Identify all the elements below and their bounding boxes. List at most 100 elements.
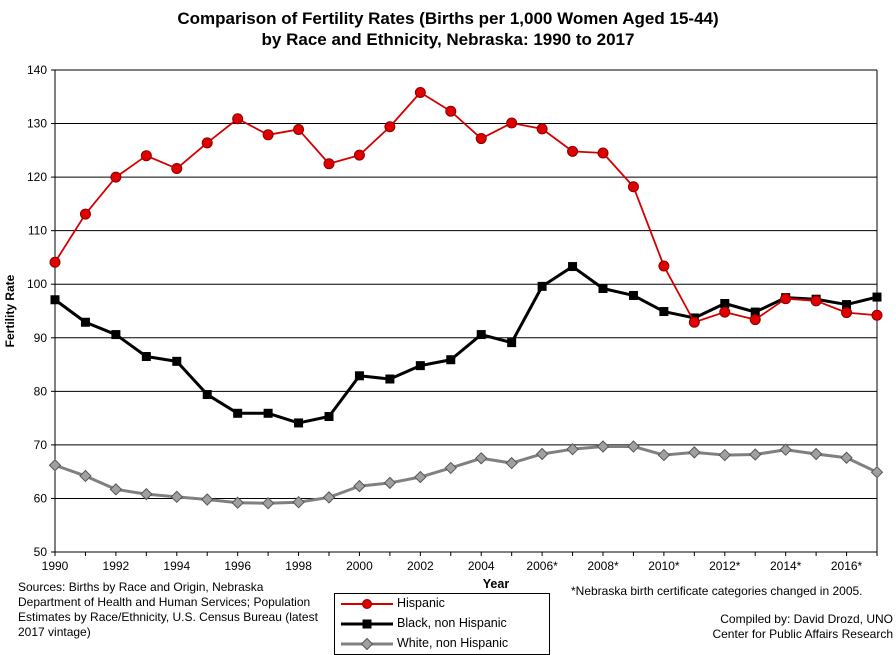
data-point-white-non-hispanic	[596, 440, 610, 453]
data-point-white-non-hispanic	[261, 497, 275, 510]
data-point-black-non-hispanic	[80, 317, 90, 327]
data-point-black-non-hispanic	[294, 418, 304, 428]
data-point-black-non-hispanic	[476, 330, 486, 340]
data-point-white-non-hispanic	[475, 452, 488, 465]
data-point-black-non-hispanic	[720, 299, 730, 309]
series-black-non-hispanic	[50, 262, 882, 428]
data-point-white-non-hispanic	[688, 446, 701, 459]
legend-item-black: Black, non Hispanic	[335, 615, 549, 633]
legend-label: Black, non Hispanic	[397, 616, 507, 630]
data-point-hispanic	[445, 105, 457, 117]
data-point-hispanic	[627, 181, 639, 193]
data-point-hispanic	[536, 123, 548, 135]
footnote: *Nebraska birth certificate categories c…	[571, 584, 863, 598]
y-tick-label: 80	[34, 384, 48, 398]
legend-black-swatch	[341, 619, 393, 629]
x-tick-label: 2010*	[648, 559, 680, 573]
data-point-hispanic	[749, 314, 761, 326]
data-point-black-non-hispanic	[598, 284, 608, 294]
y-tick-label: 140	[27, 63, 47, 77]
data-point-hispanic	[719, 306, 731, 318]
data-point-black-non-hispanic	[172, 356, 182, 366]
data-point-white-non-hispanic	[718, 448, 731, 462]
series-line-black-non-hispanic	[54, 265, 878, 425]
y-tick-label: 70	[34, 438, 48, 452]
data-point-white-non-hispanic	[231, 496, 244, 509]
data-point-hispanic	[871, 309, 883, 321]
data-point-black-non-hispanic	[385, 374, 395, 384]
series-line-hispanic	[54, 91, 878, 324]
data-point-white-non-hispanic	[809, 447, 823, 461]
y-axis-title: Fertility Rate	[3, 274, 17, 347]
y-tick-label: 60	[34, 491, 48, 505]
x-tick-label: 1996	[224, 559, 251, 573]
organization: Center for Public Affairs Research	[712, 627, 893, 641]
data-point-white-non-hispanic	[840, 451, 853, 464]
data-point-hispanic	[414, 86, 426, 98]
data-point-hispanic	[49, 256, 61, 268]
data-point-hispanic	[780, 293, 792, 305]
data-point-hispanic	[201, 137, 213, 149]
data-point-black-non-hispanic	[568, 262, 578, 272]
x-tick-label: 2016*	[831, 559, 863, 573]
data-point-hispanic	[232, 113, 244, 125]
legend-item-white: White, non Hispanic	[335, 635, 549, 653]
y-tick-label: 130	[27, 117, 47, 131]
data-point-white-non-hispanic	[109, 483, 123, 496]
series-white-non-hispanic	[48, 440, 884, 510]
data-point-black-non-hispanic	[750, 307, 760, 317]
data-point-white-non-hispanic	[627, 440, 640, 453]
data-point-hispanic	[140, 150, 152, 162]
data-point-black-non-hispanic	[659, 307, 669, 317]
data-point-black-non-hispanic	[628, 290, 638, 300]
data-point-white-non-hispanic	[140, 487, 153, 501]
x-tick-label: 2002	[407, 559, 434, 573]
data-point-hispanic	[688, 316, 700, 328]
data-point-black-non-hispanic	[415, 361, 425, 371]
legend-label: White, non Hispanic	[397, 636, 509, 650]
data-point-black-non-hispanic	[111, 330, 121, 340]
data-point-white-non-hispanic	[444, 461, 457, 475]
data-point-hispanic	[567, 145, 579, 157]
x-tick-label: 2000	[346, 559, 373, 573]
data-point-black-non-hispanic	[872, 292, 882, 302]
data-point-black-non-hispanic	[446, 355, 456, 365]
series-hispanic	[49, 86, 883, 328]
data-point-white-non-hispanic	[779, 443, 792, 456]
x-tick-label: 2004	[468, 559, 495, 573]
y-tick-label: 120	[27, 170, 47, 184]
data-point-white-non-hispanic	[170, 490, 183, 504]
data-point-hispanic	[79, 208, 91, 220]
data-point-white-non-hispanic	[566, 442, 579, 456]
data-point-hispanic	[293, 123, 305, 135]
data-point-black-non-hispanic	[507, 338, 517, 348]
data-point-white-non-hispanic	[322, 491, 336, 504]
data-point-hispanic	[658, 260, 670, 272]
y-tick-label: 90	[34, 331, 48, 345]
x-tick-label: 2006*	[526, 559, 558, 573]
compiled-by: Compiled by: David Drozd, UNO	[720, 612, 893, 626]
legend-white-swatch	[341, 637, 393, 651]
legend-item-hispanic: Hispanic	[335, 595, 549, 613]
data-point-hispanic	[475, 133, 487, 145]
data-point-black-non-hispanic	[141, 352, 151, 362]
data-point-black-non-hispanic	[842, 300, 852, 310]
data-point-black-non-hispanic	[354, 371, 364, 381]
series-line-white-non-hispanic	[54, 444, 878, 505]
x-tick-label: 1992	[103, 559, 130, 573]
data-point-white-non-hispanic	[79, 469, 92, 483]
y-tick-label: 100	[27, 277, 47, 291]
x-tick-label: 1990	[42, 559, 69, 573]
data-point-black-non-hispanic	[537, 281, 547, 291]
chart-title-line-1: Comparison of Fertility Rates (Births pe…	[177, 9, 719, 28]
y-tick-label: 110	[28, 224, 47, 238]
data-point-white-non-hispanic	[870, 465, 884, 479]
data-point-hispanic	[597, 147, 609, 159]
x-tick-label: 1994	[163, 559, 190, 573]
data-point-hispanic	[323, 158, 335, 170]
data-point-white-non-hispanic	[505, 456, 518, 470]
data-point-hispanic	[353, 149, 365, 161]
data-point-hispanic	[506, 117, 518, 129]
data-point-hispanic	[171, 163, 183, 175]
